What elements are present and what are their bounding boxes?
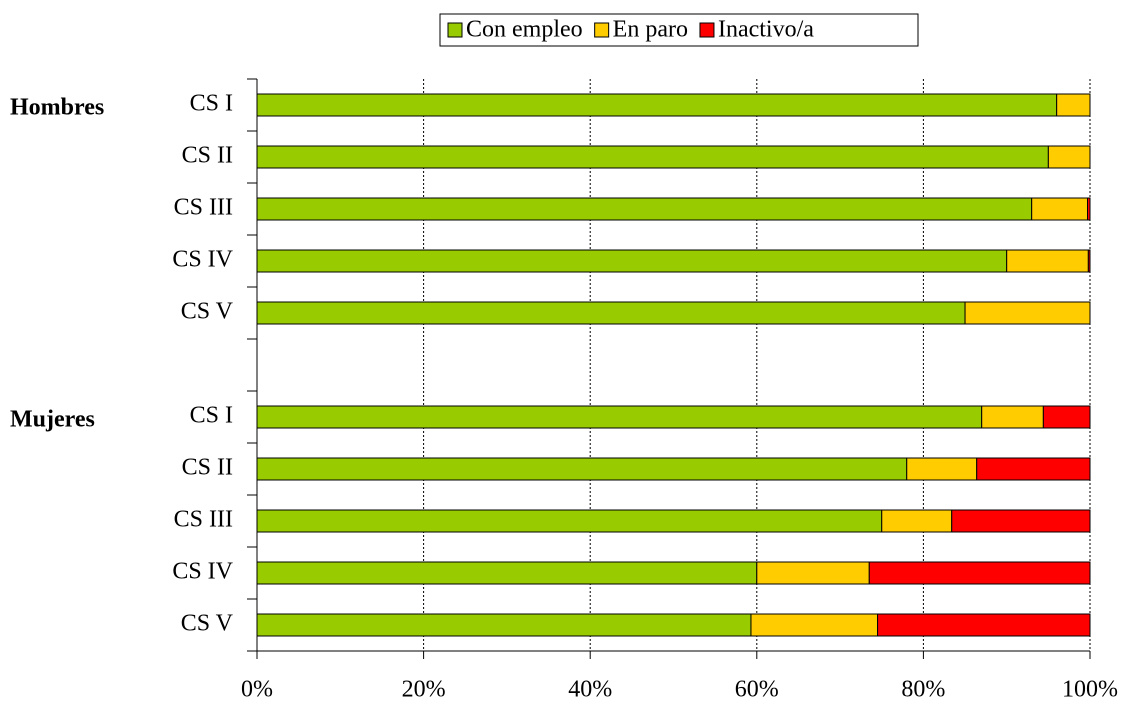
y-tick-label: CS III [174, 195, 233, 221]
bar-segment [1087, 249, 1091, 273]
bar-segment [256, 145, 1049, 169]
x-tick-label: 60% [735, 677, 779, 702]
bar-segment [868, 561, 1091, 585]
bar-segment [1042, 405, 1091, 429]
x-tick-label: 100% [1062, 677, 1118, 702]
bar-segment [951, 509, 1091, 533]
bar-segment [881, 509, 953, 533]
bar-segment [1047, 145, 1091, 169]
legend-label: En paro [613, 17, 688, 43]
bar-segment [1087, 197, 1091, 221]
legend-swatch [699, 22, 715, 38]
y-tick-label: CS IV [172, 247, 233, 273]
bar-segment [256, 301, 966, 325]
legend-label: Con empleo [466, 17, 583, 43]
bar-segment [906, 457, 978, 481]
y-tick-label: CS V [181, 299, 234, 325]
legend-box [439, 13, 919, 47]
x-tick-label: 80% [901, 677, 945, 702]
legend-swatch [594, 22, 610, 38]
bar-segment [256, 405, 983, 429]
y-tick-label: CS V [181, 611, 234, 637]
group-label: Hombres [10, 95, 104, 121]
legend-label: Inactivo/a [718, 17, 814, 43]
x-tick-label: 40% [568, 677, 612, 702]
bar-segment [877, 613, 1091, 637]
bar-segment [256, 93, 1058, 117]
bar-segment [750, 613, 879, 637]
bar-segment [976, 457, 1091, 481]
x-tick-label: 0% [241, 677, 273, 702]
y-tick-label: CS III [174, 507, 233, 533]
bar-segment [1056, 93, 1091, 117]
group-label: Mujeres [10, 407, 95, 433]
bar-segment [256, 457, 908, 481]
bar-segment [964, 301, 1091, 325]
y-tick-label: CS I [190, 91, 233, 117]
bar-segment [256, 509, 883, 533]
bar-segment [981, 405, 1044, 429]
bar-segment [1031, 197, 1089, 221]
x-tick-label: 20% [402, 677, 446, 702]
bar-segment [256, 613, 752, 637]
bar-segment [1006, 249, 1089, 273]
bar-segment [256, 561, 758, 585]
bar-segment [256, 197, 1033, 221]
bar-segment [256, 249, 1008, 273]
y-tick-label: CS II [182, 143, 233, 169]
legend-swatch [447, 22, 463, 38]
y-tick-label: CS I [190, 403, 233, 429]
y-tick-label: CS IV [172, 559, 233, 585]
y-tick-label: CS II [182, 455, 233, 481]
bar-segment [756, 561, 870, 585]
